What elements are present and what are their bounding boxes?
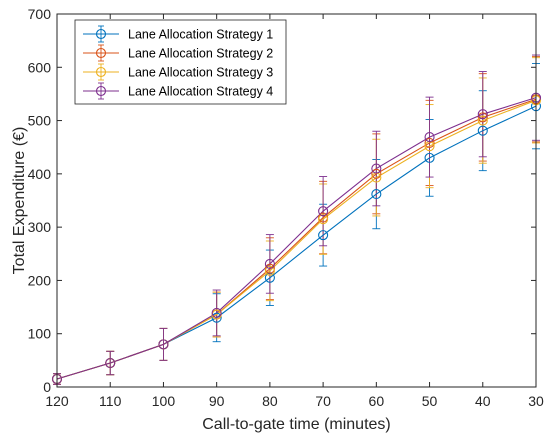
x-tick-label: 70 bbox=[315, 393, 331, 409]
x-tick-label: 60 bbox=[369, 393, 385, 409]
data-point bbox=[371, 168, 382, 179]
y-axis-label: Total Expenditure (€) bbox=[11, 127, 28, 275]
axes-box bbox=[56, 13, 537, 388]
legend-swatch-marker bbox=[95, 28, 107, 40]
data-point bbox=[477, 109, 488, 120]
y-tick-label: 0 bbox=[43, 379, 51, 395]
series-markers bbox=[51, 92, 542, 385]
data-point bbox=[477, 125, 488, 136]
x-axis-ticks: 120 110 100 90 80 70 60 50 40 30 bbox=[45, 14, 544, 409]
x-tick-label: 80 bbox=[262, 393, 278, 409]
data-point bbox=[424, 137, 435, 149]
legend-entry-label: Lane Allocation Strategy 4 bbox=[128, 85, 273, 99]
legend-swatch-marker bbox=[95, 47, 107, 59]
data-point bbox=[371, 163, 382, 174]
data-point bbox=[318, 214, 329, 225]
y-tick-label: 700 bbox=[28, 6, 52, 22]
data-point bbox=[211, 307, 222, 318]
legend-swatch-marker bbox=[95, 85, 107, 97]
data-point bbox=[371, 189, 382, 200]
x-tick-label: 30 bbox=[528, 393, 544, 409]
data-point bbox=[318, 230, 329, 241]
data-point bbox=[318, 206, 329, 217]
data-point bbox=[477, 115, 488, 126]
legend-entry-label: Lane Allocation Strategy 2 bbox=[128, 47, 273, 61]
y-tick-label: 200 bbox=[28, 272, 52, 288]
x-tick-label: 50 bbox=[422, 393, 438, 409]
legend-entry-label: Lane Allocation Strategy 3 bbox=[128, 66, 273, 80]
x-tick-label: 40 bbox=[475, 393, 491, 409]
x-tick-label: 100 bbox=[152, 393, 176, 409]
data-point bbox=[424, 152, 435, 163]
x-axis-label: Call-to-gate time (minutes) bbox=[202, 416, 391, 433]
x-tick-label: 110 bbox=[99, 393, 122, 409]
y-axis-ticks: 0 100 200 300 400 500 600 700 bbox=[28, 6, 536, 395]
y-tick-label: 600 bbox=[28, 59, 52, 75]
axes bbox=[56, 13, 537, 388]
data-point bbox=[264, 265, 275, 276]
data-point bbox=[264, 258, 275, 269]
legend-box bbox=[74, 19, 287, 105]
data-point bbox=[424, 132, 435, 143]
y-tick-label: 400 bbox=[28, 166, 52, 182]
x-tick-label: 90 bbox=[209, 393, 225, 409]
data-point bbox=[211, 312, 222, 323]
y-tick-label: 300 bbox=[28, 219, 52, 235]
series-line-4 bbox=[56, 97, 537, 380]
data-point bbox=[105, 357, 116, 369]
y-tick-label: 100 bbox=[28, 326, 52, 342]
x-tick-label: 120 bbox=[45, 393, 69, 409]
legend: Lane Allocation Strategy 1 Lane Allocatio… bbox=[74, 19, 287, 105]
data-point bbox=[477, 112, 488, 123]
y-tick-label: 500 bbox=[28, 113, 52, 129]
series-lines bbox=[56, 97, 537, 380]
data-point bbox=[158, 339, 169, 350]
legend-entry-label: Lane Allocation Strategy 1 bbox=[128, 28, 273, 42]
legend-swatch-marker bbox=[95, 66, 107, 78]
